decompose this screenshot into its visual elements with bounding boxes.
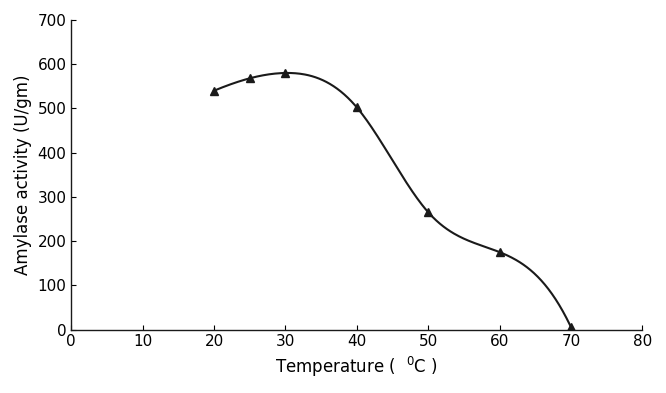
Y-axis label: Amylase activity (U/gm): Amylase activity (U/gm): [14, 75, 32, 275]
X-axis label: Temperature (  $^0$C ): Temperature ( $^0$C ): [276, 355, 438, 379]
